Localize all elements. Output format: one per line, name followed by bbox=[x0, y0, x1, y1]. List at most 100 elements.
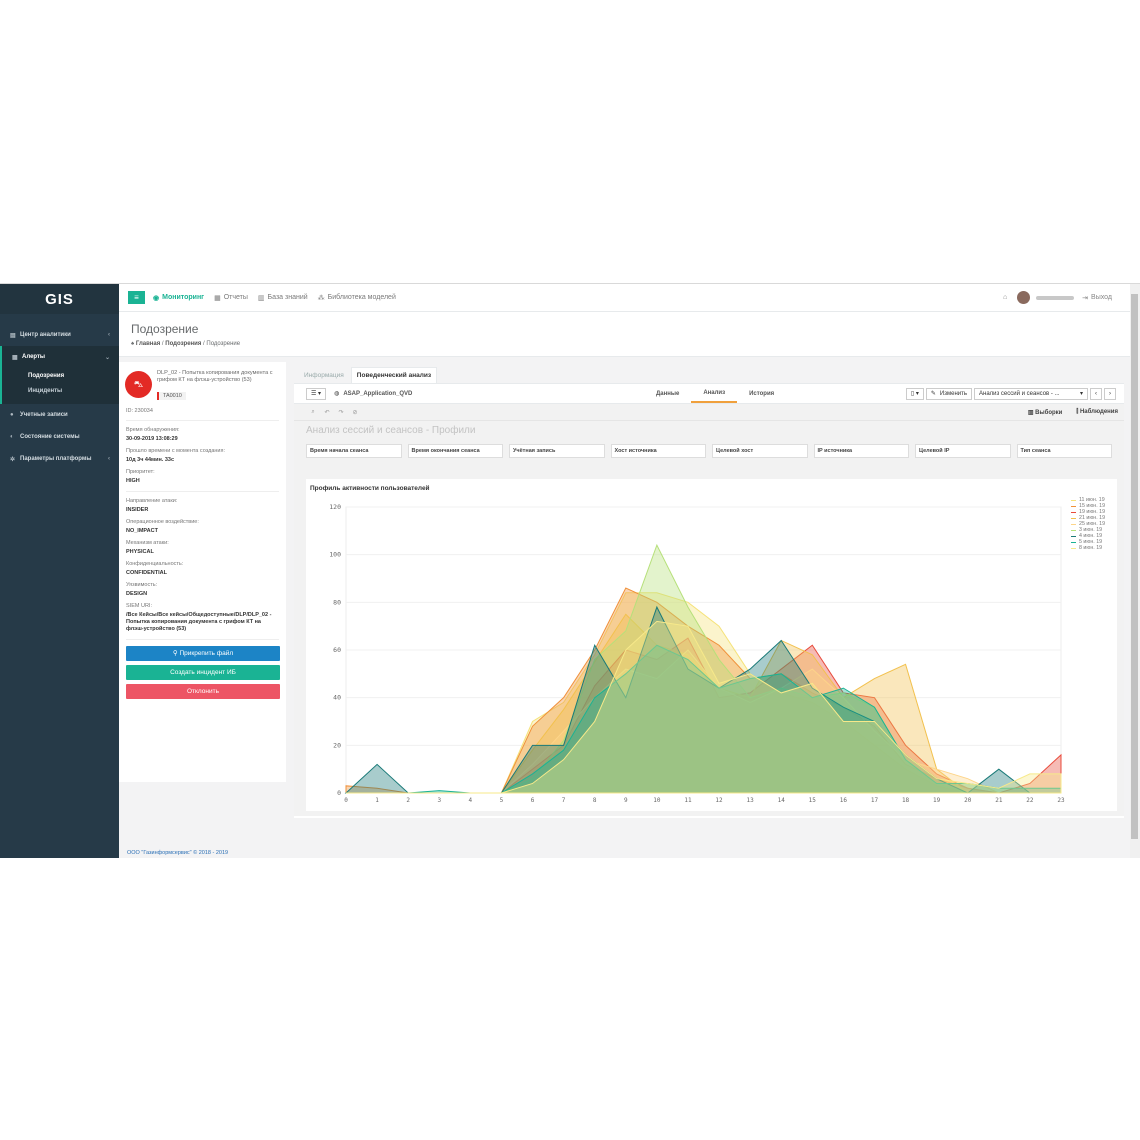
sheet-select[interactable]: Анализ сессий и сеансов - ... ▾ bbox=[974, 387, 1088, 400]
book-icon: ▥ bbox=[257, 294, 265, 302]
nav-reports[interactable]: ▦ Отчеты bbox=[214, 294, 248, 302]
avatar[interactable] bbox=[1017, 291, 1031, 304]
legend-swatch bbox=[1071, 548, 1076, 549]
nav-knowledge-base[interactable]: ▥ База знаний bbox=[258, 294, 308, 302]
legend-label: 19 июн. 19 bbox=[1079, 509, 1106, 515]
gauge-icon: ◐ bbox=[10, 434, 14, 440]
chart-icon: ▤ bbox=[10, 332, 16, 339]
insights-button[interactable]: ⫿ Наблюдения bbox=[1076, 409, 1118, 416]
nav-label: База знаний bbox=[267, 294, 308, 301]
selections-button[interactable]: ▥ Выборки bbox=[1028, 409, 1063, 416]
back-icon[interactable]: ↶ bbox=[324, 409, 330, 416]
legend-label: 25 июн. 19 bbox=[1079, 521, 1106, 527]
y-tick-label: 60 bbox=[333, 646, 341, 654]
siem-uri[interactable]: /Все Кейсы/Все кейсы/Общедоступные/DLP/D… bbox=[126, 612, 272, 632]
x-tick-label: 15 bbox=[809, 797, 817, 804]
field-value: INSIDER bbox=[126, 507, 149, 513]
create-incident-button[interactable]: Создать инцидент ИБ bbox=[126, 665, 280, 680]
clear-selections-icon[interactable]: ⊘ bbox=[352, 409, 358, 416]
sidebar-item-system-state[interactable]: ◐ Состояние системы bbox=[0, 426, 119, 448]
legend-label: 21 июн. 19 bbox=[1079, 515, 1106, 521]
tab-history[interactable]: История bbox=[749, 390, 775, 397]
scrollbar-thumb[interactable] bbox=[1131, 294, 1138, 839]
sidebar-item-accounts[interactable]: ● Учетные записи bbox=[0, 404, 119, 426]
sidebar-item-platform-settings[interactable]: ✲ Параметры платформы ‹ bbox=[0, 448, 119, 470]
reject-button[interactable]: Отклонить bbox=[126, 684, 280, 699]
filter-bar: Время начала сеанса Время окончания сеан… bbox=[306, 444, 1112, 458]
attach-file-button[interactable]: ⚲ Прикрепить файл bbox=[126, 646, 280, 661]
sidebar-item-alerts[interactable]: ▦ Алерты ⌄ bbox=[2, 346, 119, 368]
x-tick-label: 8 bbox=[593, 797, 597, 804]
prev-sheet-button[interactable]: ‹ bbox=[1090, 387, 1102, 400]
legend-label: 3 июн. 19 bbox=[1079, 527, 1103, 533]
legend-item[interactable]: 15 июн. 19 bbox=[1071, 503, 1117, 509]
legend-swatch bbox=[1071, 500, 1076, 501]
breadcrumb-home[interactable]: Главная bbox=[135, 341, 161, 347]
selections-icon: ▥ bbox=[1027, 409, 1036, 416]
footer-copyright: ООО "Газинформсервис" © 2018 - 2019 bbox=[127, 850, 229, 856]
filter-account[interactable]: Учётная запись bbox=[509, 444, 605, 458]
field-value: 10д 3ч 44мин. 33с bbox=[126, 457, 175, 463]
legend-item[interactable]: 21 июн. 19 bbox=[1071, 515, 1117, 521]
x-tick-label: 13 bbox=[747, 797, 755, 804]
x-tick-label: 3 bbox=[437, 797, 441, 804]
filter-source-host[interactable]: Хост источника bbox=[610, 444, 706, 458]
legend-item[interactable]: 25 июн. 19 bbox=[1071, 521, 1117, 527]
legend-item[interactable]: 11 июн. 19 bbox=[1071, 497, 1117, 503]
filter-session-end[interactable]: Время окончания сеанса bbox=[407, 444, 503, 458]
filter-source-ip[interactable]: IP источника bbox=[813, 444, 909, 458]
scrollbar[interactable] bbox=[1130, 284, 1140, 858]
qlik-right-controls: ▯ ▾ ✎ Изменить Анализ сессий и сеансов - … bbox=[905, 387, 1116, 400]
legend-item[interactable]: 4 июн. 19 bbox=[1071, 533, 1117, 539]
filter-session-type[interactable]: Тип сеанса bbox=[1016, 444, 1112, 458]
chevron-left-icon: ‹ bbox=[108, 332, 110, 338]
field-value: HIGH bbox=[126, 478, 140, 484]
next-sheet-button[interactable]: › bbox=[1104, 387, 1116, 400]
field-label: Уязвимость: bbox=[126, 582, 158, 588]
legend-item[interactable]: 5 июн. 19 bbox=[1071, 539, 1117, 545]
x-tick-label: 6 bbox=[531, 797, 535, 804]
divider bbox=[126, 420, 279, 421]
sidebar-item-analytics-center[interactable]: ▤ Центр аналитики ‹ bbox=[0, 324, 119, 346]
field-label: Операционное воздействие: bbox=[126, 519, 199, 525]
bookmark-button[interactable]: ▯ ▾ bbox=[905, 387, 924, 400]
menu-toggle-button[interactable]: ≡ bbox=[128, 291, 145, 304]
filter-target-host[interactable]: Целевой хост bbox=[712, 444, 808, 458]
bell-icon[interactable]: ⌂ bbox=[1002, 294, 1008, 301]
tab-information[interactable]: Информация bbox=[304, 372, 344, 379]
forward-icon[interactable]: ↷ bbox=[338, 409, 344, 416]
qlik-menu-button[interactable]: ☰ ▾ bbox=[306, 387, 327, 400]
sidebar-item-label: Алерты bbox=[22, 354, 46, 360]
breadcrumb-suspicions[interactable]: Подозрения bbox=[165, 341, 202, 347]
edit-button[interactable]: ✎ Изменить bbox=[925, 387, 972, 400]
x-tick-label: 12 bbox=[715, 797, 723, 804]
selection-toolbar: ⌕ ↶ ↷ ⊘ ▥ Выборки ⫿ Наблюдения bbox=[294, 404, 1124, 421]
nav-model-library[interactable]: ⁂ Библиотека моделей bbox=[318, 294, 396, 302]
legend-item[interactable]: 3 июн. 19 bbox=[1071, 527, 1117, 533]
x-tick-label: 16 bbox=[840, 797, 848, 804]
legend-item[interactable]: 19 июн. 19 bbox=[1071, 509, 1117, 515]
paperclip-icon: ⚲ bbox=[172, 650, 180, 657]
tab-data[interactable]: Данные bbox=[656, 390, 680, 397]
sidebar-subitem-incidents[interactable]: Инциденты bbox=[28, 387, 63, 394]
sheet: Анализ сессий и сеансов - Профили Время … bbox=[294, 421, 1124, 816]
tab-behavior-analysis[interactable]: Поведенческий анализ bbox=[350, 367, 438, 383]
logout-link[interactable]: Выход bbox=[1091, 294, 1112, 301]
legend-swatch bbox=[1071, 530, 1076, 531]
sheet-title: Анализ сессий и сеансов - Профили bbox=[306, 425, 476, 436]
pencil-icon: ✎ bbox=[930, 391, 936, 397]
smart-search-icon[interactable]: ⌕ bbox=[311, 408, 315, 415]
legend-label: 8 июн. 19 bbox=[1079, 545, 1103, 551]
nav-monitoring[interactable]: ◉ Мониторинг bbox=[153, 294, 204, 302]
sidebar-item-label: Учетные записи bbox=[20, 412, 68, 418]
field-label: Приоритет: bbox=[126, 469, 155, 475]
legend-item[interactable]: 8 июн. 19 bbox=[1071, 545, 1117, 551]
sidebar-item-label: Параметры платформы bbox=[20, 456, 92, 462]
cubes-icon: ⁂ bbox=[317, 294, 325, 302]
sidebar-subitem-suspicions[interactable]: Подозрения bbox=[28, 372, 65, 379]
x-tick-label: 1 bbox=[375, 797, 379, 804]
filter-session-start[interactable]: Время начала сеанса bbox=[306, 444, 402, 458]
filter-target-ip[interactable]: Целевой IP bbox=[915, 444, 1011, 458]
tab-analysis[interactable]: Анализ bbox=[691, 384, 738, 403]
